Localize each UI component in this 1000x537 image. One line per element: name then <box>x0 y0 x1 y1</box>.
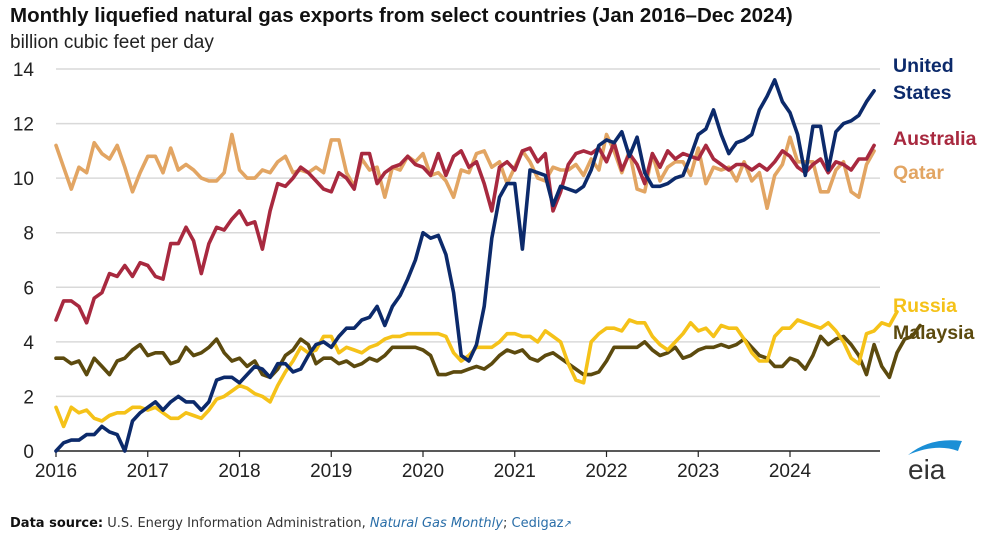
legend-label-malaysia: Malaysia <box>893 322 974 344</box>
y-tick-label: 14 <box>13 60 35 81</box>
series-line-malaysia <box>54 323 922 380</box>
legend-label-russia: Russia <box>893 295 957 317</box>
source-separator: ; <box>502 516 508 531</box>
y-tick-label: 12 <box>13 115 34 136</box>
logo-arc-icon <box>908 440 962 455</box>
legend-label-line: States <box>893 82 952 104</box>
x-tick-label: 2022 <box>585 461 627 482</box>
x-tick-label: 2018 <box>218 461 260 482</box>
series-line-united-states <box>54 78 876 453</box>
x-tick-label: 2024 <box>769 461 812 482</box>
chart-title: Monthly liquefied natural gas exports fr… <box>10 4 793 27</box>
legend-label-qatar: Qatar <box>893 162 944 184</box>
x-tick-label: 2023 <box>677 461 719 482</box>
y-tick-label: 2 <box>23 387 34 408</box>
legend-label-united-states: United States <box>893 55 954 104</box>
x-tick-label: 2016 <box>35 461 77 482</box>
legend-label-australia: Australia <box>893 128 977 150</box>
legend-label-line: Russia <box>893 295 957 317</box>
source-link-natural-gas-monthly[interactable]: Natural Gas Monthly <box>369 516 503 531</box>
x-tick-label: 2020 <box>402 461 444 482</box>
legend-label-line: Malaysia <box>893 322 974 344</box>
legend-label-line: United <box>893 55 954 77</box>
y-tick-label: 0 <box>23 442 34 463</box>
legend-label-line: Qatar <box>893 162 944 184</box>
y-axis-ticks: 0 2 4 6 8 10 12 14 <box>13 60 35 463</box>
series-line-australia <box>54 140 876 325</box>
source-text: U.S. Energy Information Administration, <box>107 516 366 531</box>
chart-subtitle: billion cubic feet per day <box>10 32 214 53</box>
series-lines <box>54 78 922 453</box>
x-tick-label: 2021 <box>494 461 536 482</box>
logo-text: eia <box>908 454 946 485</box>
source-link-cedigaz[interactable]: Cedigaz <box>511 516 564 531</box>
series-line-russia <box>54 309 899 429</box>
y-tick-label: 6 <box>23 278 34 299</box>
series-line-qatar <box>54 132 876 210</box>
x-tick-label: 2019 <box>310 461 352 482</box>
y-tick-label: 10 <box>13 169 34 190</box>
x-tick-label: 2017 <box>127 461 169 482</box>
source-label: Data source: <box>10 516 104 531</box>
eia-logo: eia <box>900 433 970 485</box>
y-tick-label: 8 <box>23 224 34 245</box>
external-link-icon: ↗ <box>563 519 572 530</box>
legend: United States Australia Qatar Russia Malaysia <box>893 55 977 344</box>
line-chart: 0 2 4 6 8 10 12 14 2016 2017 2018 2019 2020 2021 2022… <box>13 55 977 482</box>
legend-label-line: Australia <box>893 128 977 150</box>
x-axis: 2016 2017 2018 2019 2020 2021 2022 2023 2024 <box>35 450 880 482</box>
data-source-note: Data source: U.S. Energy Information Adm… <box>10 516 572 531</box>
y-tick-label: 4 <box>23 333 34 354</box>
